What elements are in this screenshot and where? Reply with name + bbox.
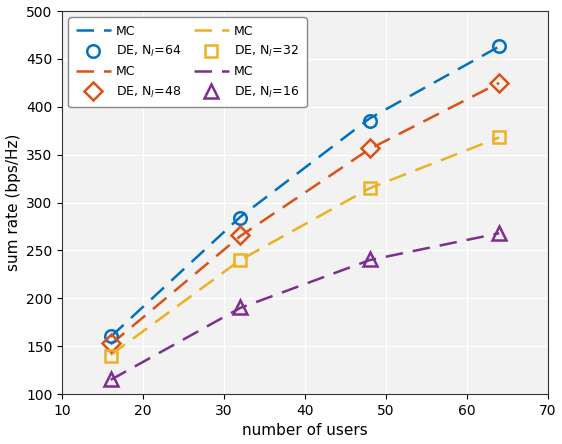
Y-axis label: sum rate (bps/Hz): sum rate (bps/Hz) (6, 134, 21, 271)
X-axis label: number of users: number of users (242, 424, 368, 438)
Legend: MC, DE, N$_l$=64, MC, DE, N$_l$=48, MC, DE, N$_l$=32, MC, DE, N$_l$=16: MC, DE, N$_l$=64, MC, DE, N$_l$=48, MC, … (69, 17, 307, 107)
